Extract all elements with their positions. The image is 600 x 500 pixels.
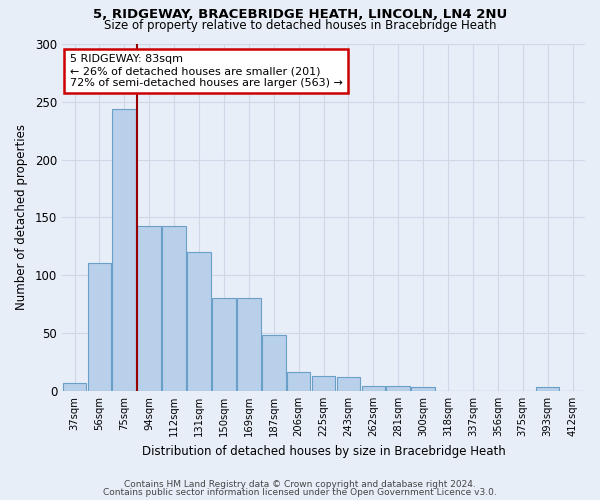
Text: Contains HM Land Registry data © Crown copyright and database right 2024.: Contains HM Land Registry data © Crown c… [124, 480, 476, 489]
Bar [162, 226, 186, 391]
Bar [262, 336, 286, 391]
Bar [311, 376, 335, 391]
Text: Size of property relative to detached houses in Bracebridge Heath: Size of property relative to detached ho… [104, 18, 496, 32]
Bar [212, 298, 236, 391]
Text: Contains public sector information licensed under the Open Government Licence v3: Contains public sector information licen… [103, 488, 497, 497]
Text: 5, RIDGEWAY, BRACEBRIDGE HEATH, LINCOLN, LN4 2NU: 5, RIDGEWAY, BRACEBRIDGE HEATH, LINCOLN,… [93, 8, 507, 20]
X-axis label: Distribution of detached houses by size in Bracebridge Heath: Distribution of detached houses by size … [142, 444, 505, 458]
Bar [337, 377, 360, 391]
Y-axis label: Number of detached properties: Number of detached properties [15, 124, 28, 310]
Bar [386, 386, 410, 391]
Bar [237, 298, 260, 391]
Bar [287, 372, 310, 391]
Bar [187, 252, 211, 391]
Bar [62, 383, 86, 391]
Bar [536, 388, 559, 391]
Bar [412, 388, 435, 391]
Text: 5 RIDGEWAY: 83sqm
← 26% of detached houses are smaller (201)
72% of semi-detache: 5 RIDGEWAY: 83sqm ← 26% of detached hous… [70, 54, 343, 88]
Bar [137, 226, 161, 391]
Bar [112, 109, 136, 391]
Bar [88, 262, 111, 391]
Bar [362, 386, 385, 391]
